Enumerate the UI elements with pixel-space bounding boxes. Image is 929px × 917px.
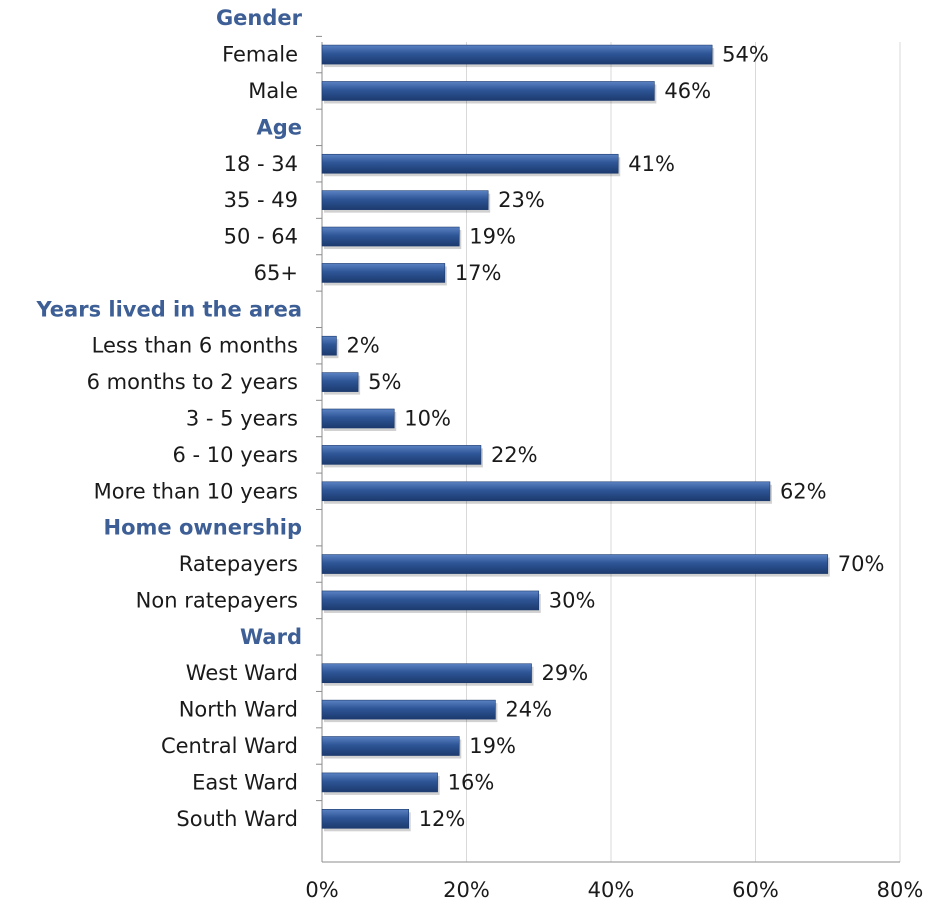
bar [321,335,337,356]
category-label: West Ward [186,661,298,685]
bar [321,81,655,101]
bar [321,226,460,247]
group-label: Home ownership [104,516,303,540]
x-tick-label: 0% [305,878,338,902]
data-label: 41% [628,152,675,176]
category-label: Less than 6 months [92,334,298,358]
bar [321,554,829,574]
x-tick-label: 20% [443,878,490,902]
bar [321,372,359,392]
category-label: More than 10 years [94,479,298,503]
category-label: Female [222,43,298,67]
data-label: 24% [505,698,552,722]
bar [321,772,438,793]
data-label: 12% [419,807,466,831]
data-label: 17% [455,261,502,285]
category-label: Ratepayers [179,552,298,576]
data-label: 10% [404,407,451,431]
data-label: 22% [491,443,538,467]
category-label: Central Ward [161,734,298,758]
bar [321,481,771,502]
x-tick-label: 80% [877,878,924,902]
bar [321,809,409,829]
data-label: 62% [780,479,827,503]
category-label: Non ratepayers [136,588,298,612]
data-label: 19% [469,734,516,758]
group-label: Age [256,115,302,139]
data-label: 46% [664,79,711,103]
category-label: East Ward [192,770,298,794]
category-label: 6 months to 2 years [87,370,298,394]
data-label: 19% [469,225,516,249]
bar [321,190,489,210]
x-tick-label: 40% [588,878,635,902]
bar [321,590,540,611]
bar [321,408,395,429]
bar [321,445,482,465]
data-label: 29% [542,661,589,685]
category-label: 18 - 34 [224,152,298,176]
labels: 0% 20% 40% 60% 80% Gender Female 54% Male 46% Age 1… [36,6,924,902]
data-label: 5% [368,370,401,394]
data-label: 23% [498,188,545,212]
category-label: 50 - 64 [224,225,298,249]
data-label: 54% [722,43,769,67]
data-label: 16% [448,770,495,794]
group-label: Years lived in the area [36,297,302,321]
bar [321,663,532,684]
bar [321,44,713,65]
bars [321,44,830,832]
category-label: 65+ [254,261,298,285]
bar [321,263,446,283]
group-label: Gender [216,6,303,30]
group-label: Ward [240,625,302,649]
x-tick-label: 60% [732,878,779,902]
category-label: 6 - 10 years [173,443,298,467]
bar [321,153,619,174]
category-label: 35 - 49 [224,188,298,212]
category-label: 3 - 5 years [186,407,298,431]
data-label: 70% [838,552,885,576]
data-label: 30% [549,588,596,612]
bar [321,736,460,756]
category-label: North Ward [179,698,298,722]
bar [321,699,496,720]
category-label: Male [248,79,298,103]
category-label: South Ward [176,807,298,831]
data-label: 2% [346,334,379,358]
